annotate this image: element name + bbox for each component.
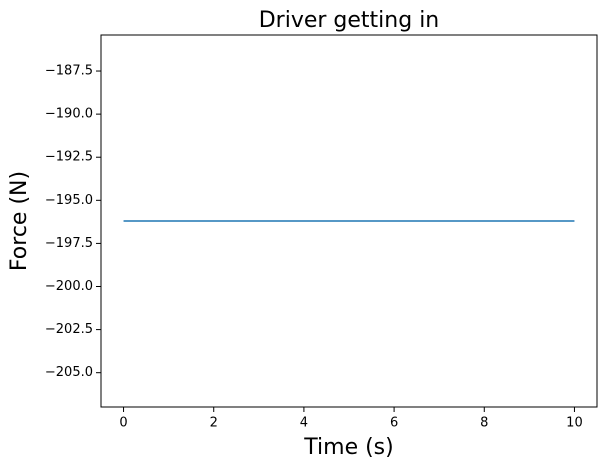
x-tick-label: 0 bbox=[119, 416, 127, 431]
y-tick-label: −205.0 bbox=[45, 365, 93, 380]
x-tick-label: 4 bbox=[300, 416, 308, 431]
x-tick-label: 10 bbox=[566, 416, 583, 431]
y-tick-label: −192.5 bbox=[45, 150, 93, 165]
chart-title: Driver getting in bbox=[259, 8, 440, 33]
x-tick-label: 6 bbox=[390, 416, 398, 431]
y-tick-label: −187.5 bbox=[45, 64, 93, 79]
x-tick-label: 8 bbox=[480, 416, 488, 431]
y-tick-label: −190.0 bbox=[45, 107, 93, 122]
y-axis-label: Force (N) bbox=[7, 171, 32, 271]
x-tick-label: 2 bbox=[210, 416, 218, 431]
x-axis-label: Time (s) bbox=[303, 435, 393, 460]
y-tick-label: −202.5 bbox=[45, 322, 93, 337]
y-tick-label: −200.0 bbox=[45, 279, 93, 294]
y-tick-label: −195.0 bbox=[45, 193, 93, 208]
axes-frame bbox=[100, 34, 598, 408]
y-tick-label: −197.5 bbox=[45, 236, 93, 251]
